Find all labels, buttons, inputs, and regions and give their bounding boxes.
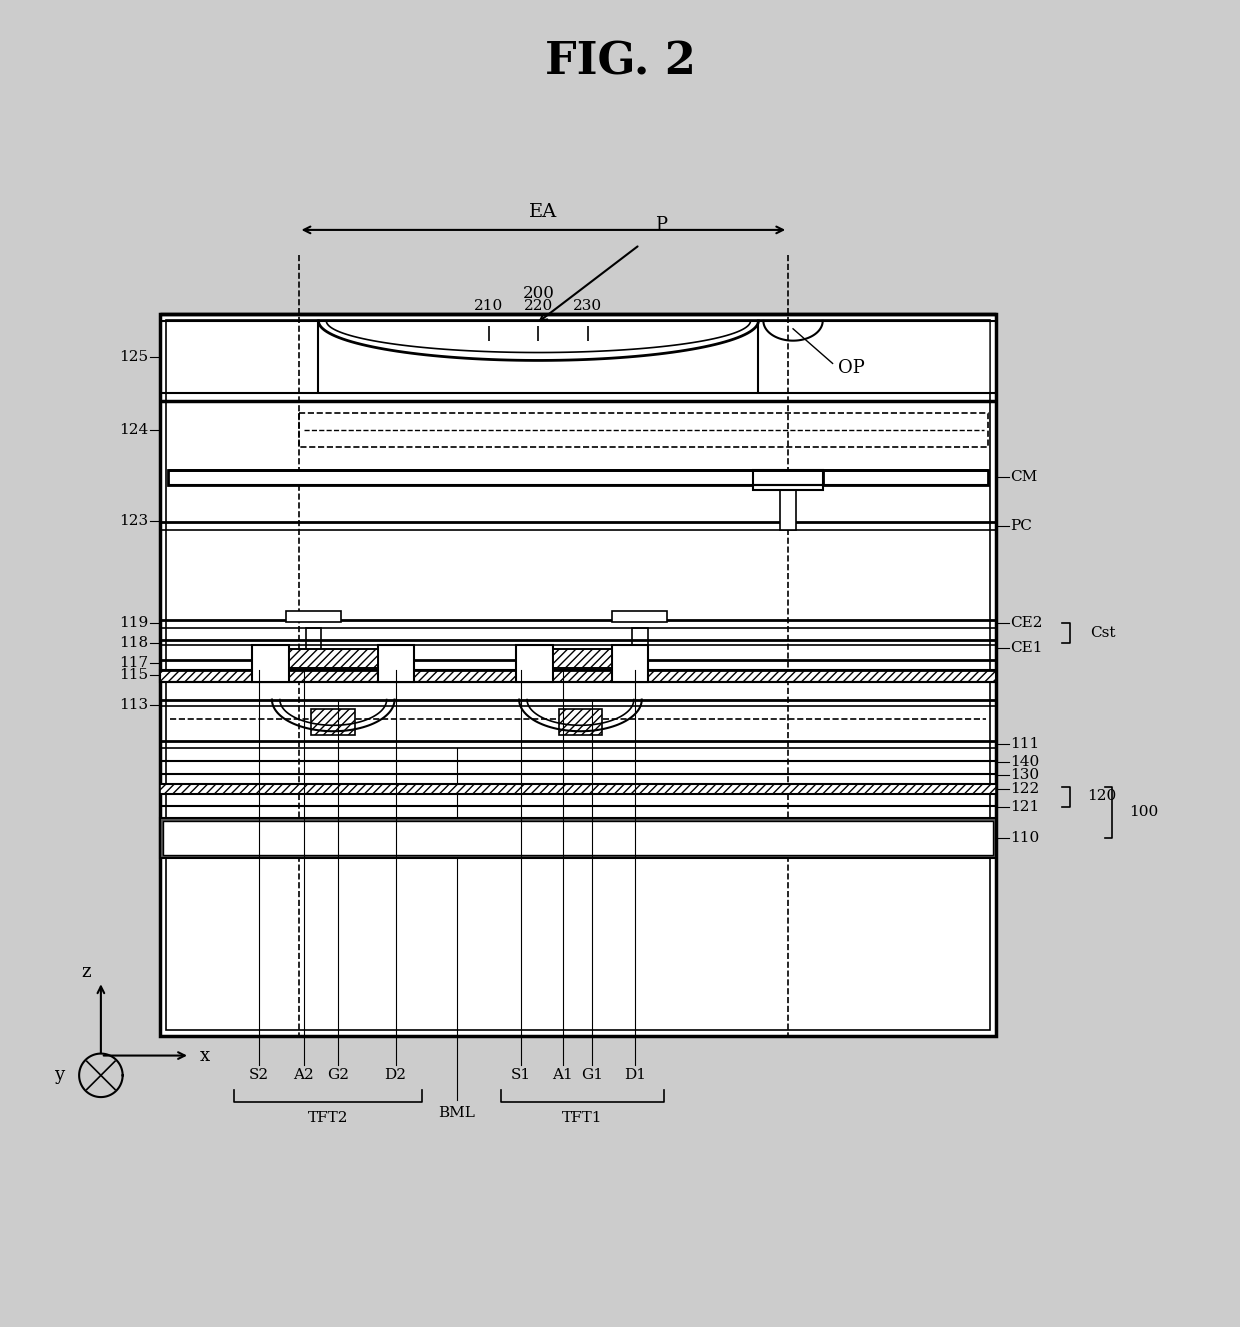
Text: 115: 115: [119, 667, 149, 682]
Text: OP: OP: [837, 360, 864, 377]
Bar: [822, 470, 988, 486]
Bar: [285, 610, 341, 622]
Bar: [311, 710, 355, 735]
Text: 119: 119: [119, 617, 149, 630]
Text: 210: 210: [475, 299, 503, 313]
Text: 113: 113: [119, 698, 149, 711]
Text: D2: D2: [384, 1068, 407, 1083]
Bar: [160, 670, 996, 682]
Bar: [553, 649, 613, 667]
Text: 123: 123: [119, 514, 149, 528]
Text: 200: 200: [522, 285, 554, 301]
Text: G2: G2: [327, 1068, 350, 1083]
Text: G1: G1: [582, 1068, 604, 1083]
Text: y: y: [55, 1067, 64, 1084]
Bar: [516, 645, 553, 682]
Bar: [252, 645, 289, 682]
Text: 120: 120: [1086, 790, 1116, 803]
Bar: [378, 645, 414, 682]
Bar: [305, 629, 321, 660]
Text: 110: 110: [1011, 831, 1040, 845]
Text: 125: 125: [119, 350, 149, 365]
Bar: [169, 470, 754, 486]
Bar: [160, 784, 996, 794]
Text: Cst: Cst: [1090, 626, 1115, 641]
Text: 220: 220: [523, 299, 553, 313]
Bar: [559, 710, 603, 735]
Text: 122: 122: [1011, 782, 1040, 796]
Bar: [164, 821, 993, 855]
Text: A2: A2: [293, 1068, 314, 1083]
Text: S2: S2: [249, 1068, 269, 1083]
Bar: [613, 645, 647, 682]
Text: 124: 124: [119, 422, 149, 437]
Bar: [780, 486, 796, 529]
Text: P: P: [656, 216, 667, 234]
Text: 111: 111: [1011, 736, 1040, 751]
Text: CE2: CE2: [1011, 617, 1043, 630]
Text: A1: A1: [552, 1068, 573, 1083]
Text: CE1: CE1: [1011, 641, 1043, 656]
Bar: [754, 470, 822, 490]
Bar: [632, 629, 647, 660]
Text: D1: D1: [624, 1068, 646, 1083]
Bar: [289, 649, 378, 667]
Text: CM: CM: [1011, 470, 1038, 484]
Text: 130: 130: [1011, 768, 1039, 782]
Text: 117: 117: [119, 656, 149, 670]
Text: PC: PC: [1011, 519, 1033, 532]
Text: x: x: [200, 1047, 210, 1064]
Bar: [613, 610, 667, 622]
Bar: [160, 314, 996, 1036]
Text: EA: EA: [528, 203, 557, 222]
Text: 118: 118: [119, 636, 149, 650]
Bar: [160, 819, 996, 857]
Text: 121: 121: [1011, 800, 1040, 815]
Text: z: z: [82, 962, 91, 981]
Text: TFT2: TFT2: [308, 1111, 348, 1125]
Text: 140: 140: [1011, 755, 1040, 768]
Text: FIG. 2: FIG. 2: [544, 40, 696, 84]
Text: 230: 230: [573, 299, 603, 313]
Text: TFT1: TFT1: [562, 1111, 603, 1125]
Text: S1: S1: [511, 1068, 531, 1083]
Bar: [166, 320, 990, 1030]
Text: 100: 100: [1130, 805, 1158, 819]
Text: BML: BML: [439, 1105, 475, 1120]
